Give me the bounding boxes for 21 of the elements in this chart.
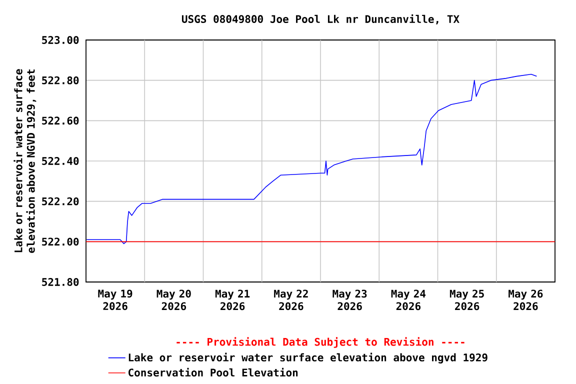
y-tick-label: 522.60 (42, 116, 79, 125)
text: ---- Provisional Data Subject to Revision ---- (176, 337, 464, 348)
y-tick-label: 522.80 (42, 76, 79, 84)
y-tick-label: 523.00 (42, 36, 79, 44)
legend-label: Conservation Pool Elevation (128, 368, 298, 377)
y-tick-label: 522.20 (42, 197, 79, 206)
x-tick-label: May 20 2026 (156, 290, 191, 310)
y-axis-title: Lake or reservoir water surface elevation above NGVD 1929, feet (14, 69, 36, 253)
y-tick-label: 522.00 (42, 238, 79, 246)
line-series (86, 74, 538, 244)
x-tick-label: May 21 2026 (215, 290, 250, 310)
y-tick-label: 522.40 (42, 157, 79, 165)
x-tick-label: May 22 2026 (274, 290, 308, 310)
x-tick-label: May 25 2026 (450, 290, 484, 310)
x-tick-label: May 24 2026 (391, 290, 426, 310)
x-tick-label: May 26 2026 (508, 290, 543, 310)
chart-title: USGS 08049800 Joe Pool Lk nr Duncanville, TX (182, 14, 460, 24)
y-tick-label: 521.80 (42, 278, 79, 286)
legend-label: Lake or reservoir water surface elevation above ngvd 1929 (128, 352, 488, 364)
x-tick-label: May 23 2026 (332, 290, 367, 310)
x-tick-label: May 19 2026 (98, 290, 132, 310)
